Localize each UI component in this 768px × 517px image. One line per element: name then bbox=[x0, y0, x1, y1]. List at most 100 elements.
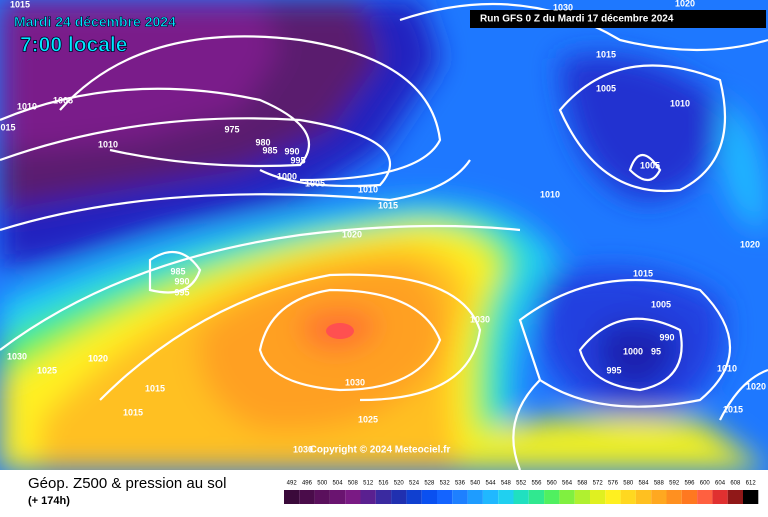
legend-swatch bbox=[360, 490, 376, 504]
isobar-label: 1020 bbox=[675, 0, 695, 8]
legend-swatch bbox=[712, 490, 728, 504]
isobar-label: 1005 bbox=[53, 95, 73, 105]
legend-swatch bbox=[375, 490, 392, 504]
legend-swatch bbox=[437, 490, 453, 504]
copyright: Copyright © 2024 Meteociel.fr bbox=[310, 445, 451, 456]
legend-label: 568 bbox=[577, 481, 588, 487]
legend-label: 560 bbox=[547, 481, 558, 487]
legend-label: 552 bbox=[516, 481, 527, 487]
legend-label: 588 bbox=[654, 481, 665, 487]
isobar-label: 1015 bbox=[145, 383, 165, 393]
isobar-label: 1015 bbox=[378, 200, 398, 210]
legend-label: 548 bbox=[501, 481, 512, 487]
isobar-label: 985 bbox=[262, 145, 277, 155]
isobar-label: 990 bbox=[284, 146, 299, 156]
isobar-label: 1010 bbox=[98, 139, 118, 149]
legend-swatch bbox=[666, 490, 682, 504]
isobar-label: 1005 bbox=[651, 299, 671, 309]
isobar-label: 1015 bbox=[596, 49, 616, 59]
isobar-label: 1030 bbox=[470, 314, 490, 324]
legend-swatch bbox=[299, 490, 315, 504]
legend-swatch bbox=[406, 490, 422, 504]
legend-label: 492 bbox=[287, 481, 298, 487]
legend-swatch bbox=[743, 490, 759, 504]
isobar-label: 1020 bbox=[88, 353, 108, 363]
isobar-label: 1015 bbox=[123, 407, 143, 417]
legend-swatch bbox=[391, 490, 407, 504]
isobar-label: 1030 bbox=[553, 2, 573, 12]
legend-label: 524 bbox=[409, 481, 420, 487]
isobar-label: 1000 bbox=[623, 346, 643, 356]
legend-label: 576 bbox=[608, 481, 619, 487]
legend-swatch bbox=[559, 490, 575, 504]
legend-label: 500 bbox=[317, 481, 328, 487]
isobar-label: 1030 bbox=[293, 444, 313, 454]
legend-label: 516 bbox=[378, 481, 389, 487]
legend-label: 556 bbox=[531, 481, 542, 487]
isobar-label: 1020 bbox=[342, 229, 362, 239]
legend-swatch bbox=[574, 490, 590, 504]
isobar-label: 015 bbox=[0, 122, 15, 132]
isobar-label: 980 bbox=[255, 137, 270, 147]
isobar-label: 95 bbox=[651, 346, 661, 356]
legend-swatch bbox=[345, 490, 361, 504]
legend-swatch bbox=[513, 490, 529, 504]
isobar-label: 1020 bbox=[740, 239, 760, 249]
isobar-label: 1010 bbox=[717, 363, 737, 373]
legend-label: 584 bbox=[639, 481, 650, 487]
legend-swatch bbox=[421, 490, 437, 504]
legend-label: 520 bbox=[394, 481, 405, 487]
legend-swatch bbox=[329, 490, 346, 504]
legend-label: 572 bbox=[593, 481, 604, 487]
legend-swatch bbox=[635, 490, 652, 504]
isobar-label: 1030 bbox=[345, 377, 365, 387]
legend-label: 512 bbox=[363, 481, 374, 487]
isobar-label: 975 bbox=[224, 124, 239, 134]
legend-label: 540 bbox=[470, 481, 481, 487]
legend-label: 592 bbox=[669, 481, 680, 487]
isobar-label: 1010 bbox=[540, 189, 560, 199]
isobar-label: 1005 bbox=[596, 83, 616, 93]
legend-label: 536 bbox=[455, 481, 466, 487]
run-box bbox=[470, 10, 766, 28]
legend-swatch bbox=[697, 490, 713, 504]
isobar-label: 1020 bbox=[746, 381, 766, 391]
legend-swatch bbox=[681, 490, 698, 504]
isobar-label: 1030 bbox=[7, 351, 27, 361]
isobar-label: 1015 bbox=[633, 268, 653, 278]
legend-label: 604 bbox=[715, 481, 726, 487]
time: 7:00 locale bbox=[20, 34, 127, 57]
run-info: Run GFS 0 Z du Mardi 17 décembre 2024 bbox=[480, 14, 674, 25]
legend-swatch bbox=[590, 490, 606, 504]
isobar-label: 1000 bbox=[277, 171, 297, 181]
isobar-label: 1010 bbox=[670, 98, 690, 108]
isobar-label: 1010 bbox=[358, 184, 378, 194]
legend-swatch bbox=[284, 490, 300, 504]
legend-swatch bbox=[452, 490, 468, 504]
isobar-label: 995 bbox=[606, 365, 621, 375]
legend-label: 496 bbox=[302, 481, 313, 487]
legend-swatch bbox=[467, 490, 483, 504]
legend-label: 564 bbox=[562, 481, 573, 487]
isobar-label: 1005 bbox=[640, 160, 660, 170]
isobar-label: 1005 bbox=[305, 178, 325, 188]
legend-swatch bbox=[620, 490, 636, 504]
legend-swatch bbox=[528, 490, 545, 504]
legend-swatch bbox=[498, 490, 514, 504]
legend-swatch bbox=[605, 490, 621, 504]
legend-swatch bbox=[314, 490, 330, 504]
legend-label: 532 bbox=[440, 481, 451, 487]
footer-title: Géop. Z500 & pression au sol bbox=[28, 475, 226, 492]
map-field: Mardi 24 décembre 2024 7:00 locale Run G… bbox=[0, 0, 768, 470]
legend-swatch bbox=[651, 490, 667, 504]
legend-label: 580 bbox=[623, 481, 634, 487]
legend-swatch bbox=[482, 490, 499, 504]
isobar-label: 990 bbox=[659, 332, 674, 342]
isobar-label: 985 bbox=[170, 266, 185, 276]
isobar-label: 995 bbox=[290, 155, 305, 165]
legend-label: 508 bbox=[348, 481, 359, 487]
legend-label: 504 bbox=[333, 481, 344, 487]
isobar-label: 1025 bbox=[358, 414, 378, 424]
legend-label: 600 bbox=[700, 481, 711, 487]
